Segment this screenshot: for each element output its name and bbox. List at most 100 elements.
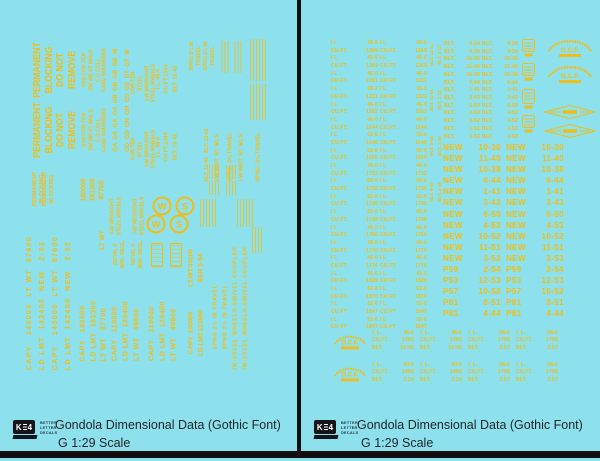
decal-data-cell: 11-51	[478, 242, 501, 252]
decal-data-cell: I L	[331, 316, 338, 323]
decal-data-row: I L 45-6	[380, 40, 427, 48]
decal-data-row: CU.FT. 1269	[331, 63, 378, 71]
decal-data-cell: NEW	[506, 209, 526, 219]
k4-logo-ribbon	[12, 435, 38, 439]
fine-print-block	[209, 165, 219, 179]
decal-data-row: CU.FT. 1776	[380, 263, 427, 271]
decal-data-cell: 46-0	[416, 239, 427, 246]
decal-data-cell: P81	[443, 298, 459, 308]
decal-data-cell: 46-0	[367, 255, 378, 262]
k4-logo-ribbon	[313, 435, 339, 439]
decal-data-row: BLT. 6-50	[444, 103, 480, 111]
decal-data-cell: 1760	[366, 232, 378, 239]
product-scale: G 1:29 Scale	[361, 436, 434, 450]
decal-data-cell: 10-52	[478, 231, 501, 241]
decal-data-cell: NEW	[506, 231, 526, 241]
decal-data-cell: 45-6	[367, 40, 378, 46]
decal-data-cell: 1331	[366, 93, 378, 100]
decal-data-cell: I L	[331, 86, 338, 93]
decal-data-row: NEW 10-30	[443, 143, 501, 154]
decal-data-cell: BLT.	[444, 118, 455, 125]
crest-emblem-icon	[522, 63, 535, 81]
decal-data-cell: I. L.	[372, 330, 382, 336]
decal-data-row: NEW 10-30	[506, 143, 564, 154]
decal-data-cell: 3-43	[469, 95, 480, 102]
k4-logo-four: 4	[27, 422, 33, 432]
decal-data-cell: P57	[506, 287, 522, 297]
svg-text:O.C.F.: O.C.F.	[561, 47, 580, 54]
decal-data-cell: 65-6	[416, 209, 427, 216]
decal-data-cell: CU.FT.	[380, 93, 397, 100]
decal-data-cell: 9-29	[469, 48, 480, 55]
decal-data-row: CU.FT. 1644	[380, 125, 427, 133]
decal-data-cell: NEW	[506, 198, 526, 208]
decal-data-cell: 52-6	[416, 147, 427, 154]
decal-data-cell: 1660	[415, 155, 427, 162]
decal-data-row: NEW 4-53	[506, 221, 564, 232]
k4-logo-bars-icon	[323, 424, 328, 430]
decal-data-cell: 46-0	[367, 163, 378, 169]
decal-data-row: I L 65-6	[380, 178, 427, 186]
decal-data-cell: 10-52	[478, 287, 501, 297]
decal-data-cell: 1732	[415, 170, 427, 177]
decal-data-cell: I L	[331, 239, 338, 246]
decal-data-cell: 9-52	[507, 118, 518, 125]
decal-data-row: CU.FT. 1748	[380, 217, 427, 225]
k4-logo-four: 4	[328, 422, 334, 432]
decal-data-cell: P57	[443, 287, 459, 297]
decal-data-cell: 3-43	[507, 95, 518, 102]
decal-data-cell: P59	[443, 265, 459, 275]
decal-data-cell: I L	[380, 116, 387, 123]
decal-data-row: BLT. 4-53	[482, 110, 518, 118]
decal-data-cell: I L	[331, 163, 338, 169]
decal-data-row: CU.FT. 1776	[331, 263, 378, 271]
fine-print-block	[221, 41, 231, 73]
decal-data-cell: 2-54	[546, 265, 564, 275]
decal-data-cell: CU.FT.	[380, 170, 397, 177]
decal-data-row: I L 52-6	[331, 194, 378, 202]
decal-data-row: NEW 11-40	[443, 154, 501, 165]
decal-data-cell: BLT.	[482, 95, 493, 102]
decal-data-row: CU.FT. 1660	[331, 155, 378, 163]
decal-data-row: BLT. 10-30	[444, 56, 480, 64]
decal-data-cell: NEW	[506, 242, 526, 252]
decal-data-cell: 9-52	[469, 118, 480, 125]
decal-data-cell: 3-53	[546, 253, 564, 263]
svg-text:O.C.F.: O.C.F.	[341, 373, 358, 379]
decal-data-row: CU.FT. 1732	[380, 171, 427, 179]
fine-print-block	[209, 181, 219, 195]
decal-data-row: I L 46-0	[331, 163, 378, 171]
decal-data-cell: CU.FT.	[380, 63, 397, 70]
decal-data-row: NEW 11-51	[443, 243, 501, 254]
decal-data-cell: 6-50	[546, 209, 564, 219]
decal-data-cell: CU.FT.	[331, 124, 348, 131]
decal-data-row: BLT. 9-52	[482, 118, 518, 126]
decal-data-row: CU.FT. 1732	[331, 171, 378, 179]
decal-data-cell: 1847	[366, 324, 378, 331]
decal-data-row: BLT. 2-29	[420, 377, 462, 384]
decal-text-line: BLT. 2-12	[437, 90, 442, 110]
decal-data-cell: 1450	[402, 369, 414, 376]
decal-data-row: BLT. 10-38	[444, 72, 480, 80]
decal-data-cell: 3-43	[546, 198, 564, 208]
decal-data-row: I L 46-0	[380, 240, 427, 248]
decal-data-cell: 66-0	[499, 330, 510, 336]
decal-data-row: CU.FT. 1331	[331, 94, 378, 102]
decal-data-cell: 46-0	[416, 101, 427, 108]
decal-data-cell: P53	[443, 276, 459, 286]
decal-data-row: BLT. 3-53	[444, 134, 480, 142]
decal-data-row: CU.FT. 1768	[468, 369, 510, 376]
decal-data-cell: CU.FT.	[380, 262, 397, 269]
decal-data-cell: BLT.	[482, 87, 493, 94]
decal-data-row: BLT. 9-29	[444, 49, 480, 57]
decal-data-row: I. L. 66-0	[468, 362, 510, 369]
decal-data-row: NEW 3-53	[443, 254, 501, 265]
decal-data-row: NEW 6-50	[506, 210, 564, 221]
decal-data-cell: BLT.	[468, 344, 479, 351]
decal-data-row: I L 52-6	[380, 132, 427, 140]
decal-data-cell: 1660	[366, 155, 378, 162]
dimensional-data-block: I. L. 66-0 CU.FT. 1768 BLT. 2-57	[516, 362, 558, 384]
decal-data-row: BLT. 12-42	[372, 345, 414, 352]
ocf-arc-logo: O.C.F.	[333, 367, 367, 382]
decal-data-cell: 4-53	[546, 220, 564, 230]
